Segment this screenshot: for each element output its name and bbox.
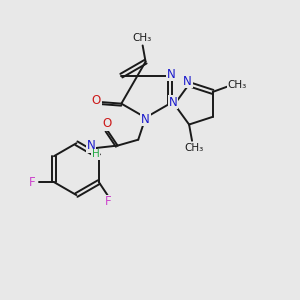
Text: CH₃: CH₃ xyxy=(132,32,152,43)
Text: O: O xyxy=(102,117,111,130)
Text: O: O xyxy=(92,94,101,107)
Text: N: N xyxy=(183,75,192,88)
Text: CH₃: CH₃ xyxy=(227,80,247,89)
Text: F: F xyxy=(29,176,35,189)
Text: CH₃: CH₃ xyxy=(184,143,203,153)
Text: N: N xyxy=(169,95,177,109)
Text: H: H xyxy=(92,149,100,159)
Text: N: N xyxy=(141,112,150,126)
Text: N: N xyxy=(87,140,96,152)
Text: F: F xyxy=(105,195,112,208)
Text: N: N xyxy=(167,68,176,81)
